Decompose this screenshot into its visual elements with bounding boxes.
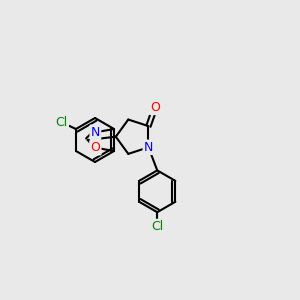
Text: N: N bbox=[91, 126, 100, 139]
Text: O: O bbox=[150, 101, 160, 114]
Text: N: N bbox=[144, 141, 153, 154]
Text: Cl: Cl bbox=[151, 220, 164, 233]
Text: O: O bbox=[90, 141, 100, 154]
Text: Cl: Cl bbox=[56, 116, 68, 129]
